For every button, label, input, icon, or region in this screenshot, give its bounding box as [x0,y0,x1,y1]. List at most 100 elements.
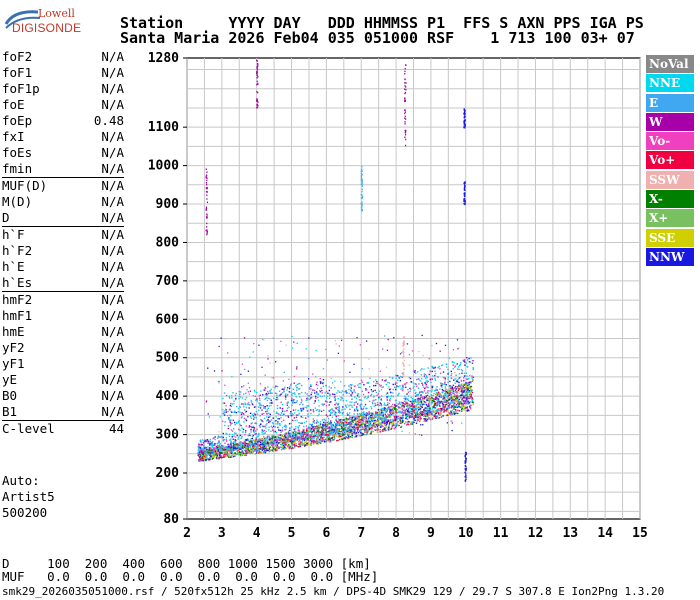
echo-point [401,421,404,424]
param-value: N/A [101,243,124,258]
echo-point [437,391,439,394]
echo-point [356,406,358,408]
echo-point [400,418,403,421]
echo-point [470,357,472,359]
echo-point [419,391,421,393]
echo-point [433,399,436,402]
echo-point [384,416,387,418]
echo-point [253,417,255,420]
echo-point [360,425,362,428]
echo-point [373,419,375,422]
echo-point [265,446,268,448]
echo-point [250,417,253,419]
echo-point [402,414,404,416]
echo-point [202,447,205,449]
echo-point [413,402,415,404]
echo-point [257,406,260,408]
echo-point [345,425,348,427]
echo-point [279,429,282,432]
echo-point [420,399,423,401]
echo-point [375,424,378,426]
echo-point [224,452,226,455]
echo-point [258,444,261,446]
echo-point [448,391,451,393]
logo-digisonde-text: DIGISONDE [12,21,82,35]
echo-point [468,381,471,384]
echo-point [366,414,369,416]
echo-point [442,397,444,400]
echo-point [305,425,308,427]
echo-point [430,411,432,413]
echo-point [200,459,203,461]
echo-point [326,439,328,441]
echo-point [335,406,338,409]
param-value: N/A [101,161,124,176]
echo-point [417,403,420,405]
echo-point [251,437,253,440]
echo-point [352,421,354,424]
echo-point [364,429,366,431]
echo-point [234,398,237,401]
echo-point [312,410,315,413]
echo-point [339,428,341,430]
echo-point [323,428,326,430]
echo-point [379,414,381,416]
echo-point [252,404,254,406]
echo-point [401,411,404,414]
echo-point [274,392,277,394]
echo-point [376,380,378,383]
echo-point [405,408,408,410]
echo-point [453,408,455,410]
echo-point [312,389,314,391]
echo-point [353,430,356,432]
param-row: h`F2 N/A [2,243,124,259]
echo-point [257,452,260,454]
echo-point [320,426,323,428]
echo-point [222,440,225,442]
echo-point [420,391,423,393]
echo-point [380,398,382,400]
echo-point [466,375,468,377]
echo-point [240,451,242,454]
echo-point [350,431,353,434]
echo-point [457,396,460,398]
echo-point [422,414,425,417]
echo-point [348,434,350,436]
echo-point [445,403,448,406]
echo-point [236,421,238,424]
echo-point [264,389,266,391]
echo-point [242,446,245,449]
echo-point [237,420,240,423]
echo-point [209,450,211,453]
echo-point [250,438,252,440]
echo-point [437,376,439,378]
echo-point [297,414,299,416]
echo-point [426,405,429,408]
echo-point [353,413,355,415]
echo-point [394,406,396,409]
echo-point [257,449,259,452]
echo-point [373,405,375,407]
echo-point [285,426,287,429]
echo-point [283,419,285,421]
echo-point [324,432,326,434]
echo-point [420,402,423,404]
echo-point [428,416,430,419]
echo-point [231,430,234,432]
echo-point [309,429,312,432]
echo-point [384,404,387,407]
echo-point [411,408,413,411]
echo-point [224,408,227,411]
echo-point [451,386,453,388]
echo-point [367,422,369,424]
echo-point [240,437,243,439]
echo-point [332,431,334,433]
echo-point [273,449,276,451]
echo-point [307,441,310,444]
echo-point [372,412,374,415]
echo-point [460,362,462,364]
echo-point [199,446,202,449]
echo-point [452,405,455,407]
echo-point [412,401,414,403]
echo-point [206,451,208,453]
